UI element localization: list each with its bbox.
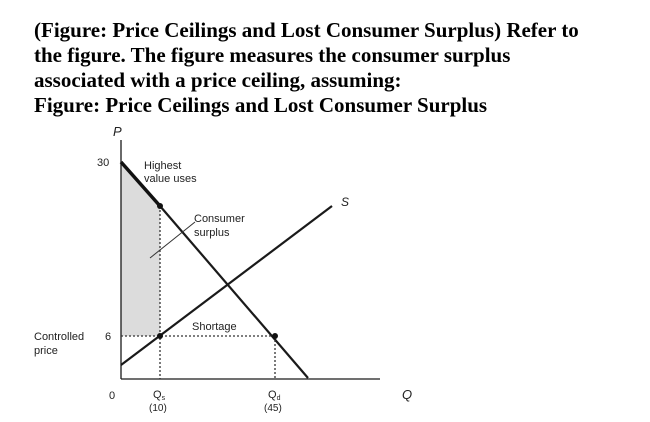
- question-text: (Figure: Price Ceilings and Lost Consume…: [34, 18, 644, 118]
- supply-curve: [120, 205, 333, 366]
- qs-tick-label: Qs: [153, 389, 166, 402]
- qs-value-label: (10): [149, 403, 167, 414]
- supply-curve-label: S: [341, 195, 349, 209]
- qd-subscript: d: [277, 395, 281, 402]
- x-axis-label: Q: [402, 387, 412, 402]
- demand-curve-highest-value-segment: [119, 160, 162, 208]
- consumer-surplus-leader-line: [149, 221, 196, 259]
- question-line-2: the figure. The figure measures the cons…: [34, 43, 511, 67]
- controlled-price-label-line1: Controlled: [34, 331, 84, 343]
- origin-label: 0: [109, 390, 115, 402]
- consumer-surplus-label-line1: Consumer: [194, 213, 245, 225]
- consumer-surplus-area: [121, 162, 160, 336]
- qd-tick-label: Qd: [268, 389, 281, 402]
- y-tick-6: 6: [105, 331, 111, 343]
- consumer-surplus-label-line2: surplus: [194, 227, 230, 239]
- highest-value-uses-label-line2: value uses: [144, 173, 197, 185]
- controlled-price-label-line2: price: [34, 345, 58, 357]
- shortage-label: Shortage: [192, 321, 237, 333]
- qd-value-label: (45): [264, 403, 282, 414]
- y-axis-label: P: [113, 124, 122, 139]
- demand-curve: [159, 205, 309, 379]
- qd-ceiling-point: [272, 333, 278, 339]
- highest-value-uses-label-line1: Highest: [144, 160, 181, 172]
- question-line-3: associated with a price ceiling, assumin…: [34, 68, 402, 92]
- qs-letter: Q: [153, 389, 162, 401]
- figure-caption: Figure: Price Ceilings and Lost Consumer…: [34, 93, 488, 117]
- qs-ceiling-point: [157, 333, 163, 339]
- y-tick-30: 30: [97, 157, 109, 169]
- qs-subscript: s: [162, 395, 166, 402]
- qd-letter: Q: [268, 389, 277, 401]
- question-line-1: (Figure: Price Ceilings and Lost Consume…: [34, 18, 579, 42]
- qs-demand-point: [157, 203, 163, 209]
